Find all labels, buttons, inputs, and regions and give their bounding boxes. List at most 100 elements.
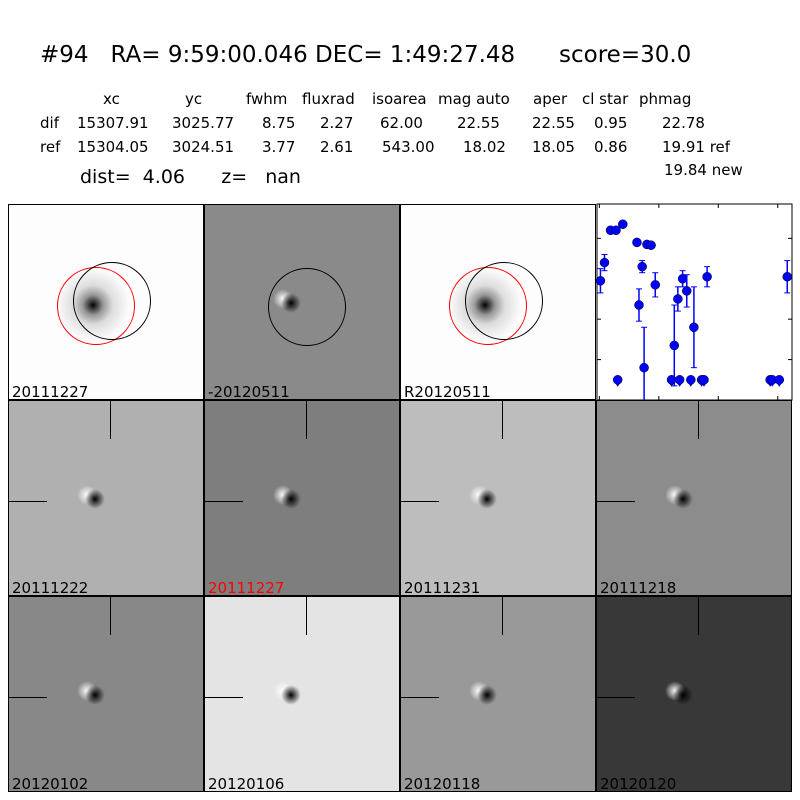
stamp-label: 20111222 xyxy=(12,579,89,596)
row-label: dif xyxy=(40,114,59,132)
crosshair-horizontal xyxy=(401,501,439,502)
crosshair-horizontal xyxy=(597,501,635,502)
column-header: fwhm xyxy=(246,90,288,108)
dif-circle xyxy=(73,262,151,340)
row-label: ref xyxy=(40,138,61,156)
image-stamp: 20111227 xyxy=(204,400,400,596)
data-point xyxy=(669,340,680,351)
data-point xyxy=(673,294,683,304)
data-point xyxy=(646,240,656,250)
crosshair-vertical xyxy=(110,597,111,635)
table-cell: 19.91 ref xyxy=(662,138,731,156)
crosshair-horizontal xyxy=(9,697,47,698)
negative-lobe xyxy=(673,685,693,705)
image-stamp: 20111222 xyxy=(8,400,204,596)
table-cell: 8.75 xyxy=(262,114,296,132)
table-cell: 2.27 xyxy=(320,114,354,132)
stamp-label: 20120118 xyxy=(404,775,481,792)
stamp-label: 20111227 xyxy=(12,383,89,400)
stamp-label: 20111227 xyxy=(208,579,285,596)
crosshair-horizontal xyxy=(205,501,243,502)
table-cell: 3025.77 xyxy=(172,114,235,132)
crosshair-horizontal xyxy=(9,501,47,502)
data-point xyxy=(637,261,647,272)
stamp-label: 20111218 xyxy=(600,579,677,596)
table-cell: 3.77 xyxy=(262,138,296,156)
column-header: xc xyxy=(103,90,120,108)
dif-circle xyxy=(268,268,346,346)
data-point xyxy=(639,362,649,373)
upper-limit-point xyxy=(612,375,623,385)
data-point xyxy=(599,257,610,268)
table-cell: 543.00 xyxy=(382,138,435,156)
column-header: aper xyxy=(533,90,568,108)
stamp-label: 20111231 xyxy=(404,579,481,596)
table-cell: 2.61 xyxy=(320,138,354,156)
image-stamp: 20111227 xyxy=(8,204,204,400)
negative-lobe xyxy=(477,685,497,705)
negative-lobe xyxy=(673,489,693,509)
data-point xyxy=(634,300,644,310)
data-point xyxy=(632,237,642,248)
crosshair-vertical xyxy=(306,401,307,439)
negative-lobe xyxy=(281,685,301,705)
data-point xyxy=(595,276,606,286)
column-header: yc xyxy=(185,90,203,108)
crosshair-vertical xyxy=(306,597,307,635)
image-stamp: 20111218 xyxy=(596,400,792,596)
negative-lobe xyxy=(85,685,105,705)
stamp-label: 20120102 xyxy=(12,775,89,792)
negative-lobe xyxy=(477,489,497,509)
crosshair-vertical xyxy=(698,401,699,439)
image-stamp: -20120511 xyxy=(204,204,400,400)
table-cell: 62.00 xyxy=(380,114,423,132)
negative-lobe xyxy=(85,489,105,509)
data-point xyxy=(782,271,792,282)
crosshair-horizontal xyxy=(205,697,243,698)
crosshair-vertical xyxy=(502,401,503,439)
column-header: cl star xyxy=(582,90,629,108)
image-stamp: 20120102 xyxy=(8,596,204,792)
image-stamp: 20120118 xyxy=(400,596,596,792)
image-stamp: 20120120 xyxy=(596,596,792,792)
upper-limit-point xyxy=(699,375,709,385)
stamp-label: 20120106 xyxy=(208,775,285,792)
data-point xyxy=(650,280,661,290)
table-cell: 3024.51 xyxy=(172,138,235,156)
crosshair-horizontal xyxy=(401,697,439,698)
column-header: fluxrad xyxy=(302,90,355,108)
table-cell: 0.86 xyxy=(594,138,628,156)
data-point xyxy=(702,271,712,282)
column-header: phmag xyxy=(639,90,692,108)
table-cell: 15304.05 xyxy=(77,138,149,156)
data-point xyxy=(689,322,699,333)
data-point xyxy=(611,225,621,236)
new-mag: 19.84 new xyxy=(664,161,743,179)
data-point xyxy=(682,286,692,296)
upper-limit-point xyxy=(774,375,785,385)
column-header: mag auto xyxy=(438,90,510,108)
column-header: isoarea xyxy=(372,90,427,108)
crosshair-horizontal xyxy=(597,697,635,698)
crosshair-vertical xyxy=(698,597,699,635)
data-point xyxy=(677,274,688,284)
upper-limit-point xyxy=(674,375,685,385)
stamp-label: 20120120 xyxy=(600,775,677,792)
crosshair-vertical xyxy=(110,401,111,439)
image-stamp: R20120511 xyxy=(400,204,596,400)
negative-lobe xyxy=(281,489,301,509)
upper-limit-point xyxy=(686,375,696,385)
stamp-label: -20120511 xyxy=(208,383,290,400)
table-cell: 22.78 xyxy=(662,114,705,132)
image-stamp: 20120106 xyxy=(204,596,400,792)
crosshair-vertical xyxy=(502,597,503,635)
table-cell: 15307.91 xyxy=(77,114,149,132)
table-cell: 0.95 xyxy=(594,114,628,132)
candidate-title: #94 RA= 9:59:00.046 DEC= 1:49:27.48 scor… xyxy=(40,42,692,68)
data-point xyxy=(618,219,628,229)
table-cell: 18.02 xyxy=(463,138,506,156)
dif-circle xyxy=(465,262,543,340)
dist-z-text: dist= 4.06 z= nan xyxy=(80,166,301,188)
